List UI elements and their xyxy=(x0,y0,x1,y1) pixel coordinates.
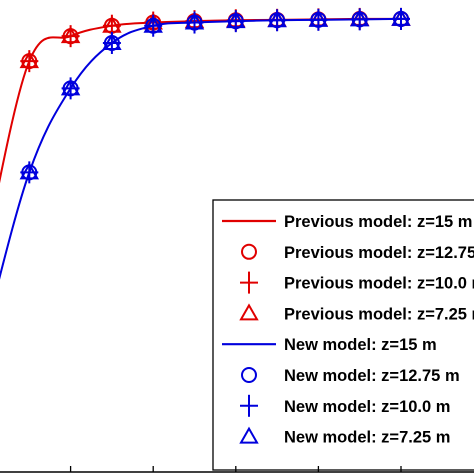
data-point-triangle xyxy=(60,78,81,96)
legend-entries: Previous model: z=15 m Previous model: z=… xyxy=(222,213,474,447)
data-point-triangle xyxy=(143,15,163,33)
data-point-triangle xyxy=(391,8,411,26)
legend-marker-swatch xyxy=(240,394,258,417)
legend-entry: New model: z=10.0 m xyxy=(240,394,450,417)
legend-label: Previous model: z=15 m xyxy=(284,213,472,231)
legend-entry: Previous model: z=15 m xyxy=(222,213,472,231)
legend: Previous model: z=15 m Previous model: z=… xyxy=(212,199,474,471)
series-layer xyxy=(0,7,411,280)
series-8 xyxy=(19,8,411,180)
legend-label: Previous model: z=7.25 m xyxy=(284,305,474,323)
legend-label: New model: z=10.0 m xyxy=(284,398,450,416)
data-point-triangle xyxy=(267,10,287,28)
data-point-triangle xyxy=(102,15,122,33)
data-point-triangle xyxy=(60,26,81,44)
legend-label: New model: z=15 m xyxy=(284,336,437,354)
legend-marker-swatch xyxy=(240,271,258,294)
data-point-triangle xyxy=(308,9,329,27)
axes-layer xyxy=(0,466,474,473)
legend-label: New model: z=12.75 m xyxy=(284,367,460,385)
data-point-triangle xyxy=(19,51,40,69)
legend-entry: Previous model: z=7.25 m xyxy=(239,303,474,323)
legend-entry: New model: z=12.75 m xyxy=(241,367,460,385)
legend-entry: Previous model: z=12.75 m xyxy=(241,243,474,262)
legend-entry: Previous model: z=10.0 m xyxy=(240,271,474,294)
legend-entry: New model: z=15 m xyxy=(222,336,437,354)
data-point-triangle xyxy=(226,11,246,29)
data-point-triangle xyxy=(102,32,122,50)
legend-box xyxy=(212,199,474,471)
data-point-triangle xyxy=(184,12,205,30)
legend-marker-swatch xyxy=(239,303,259,321)
legend-label: New model: z=7.25 m xyxy=(284,429,450,447)
data-point-triangle xyxy=(349,9,370,27)
legend-marker-swatch xyxy=(241,243,257,260)
legend-entry: New model: z=7.25 m xyxy=(239,426,450,447)
legend-marker-swatch xyxy=(241,367,257,383)
data-point-triangle xyxy=(19,162,40,180)
legend-label: Previous model: z=12.75 m xyxy=(284,244,474,262)
legend-label: Previous model: z=10.0 m xyxy=(284,275,474,293)
x-ticks xyxy=(69,466,402,472)
legend-marker-swatch xyxy=(239,426,259,444)
